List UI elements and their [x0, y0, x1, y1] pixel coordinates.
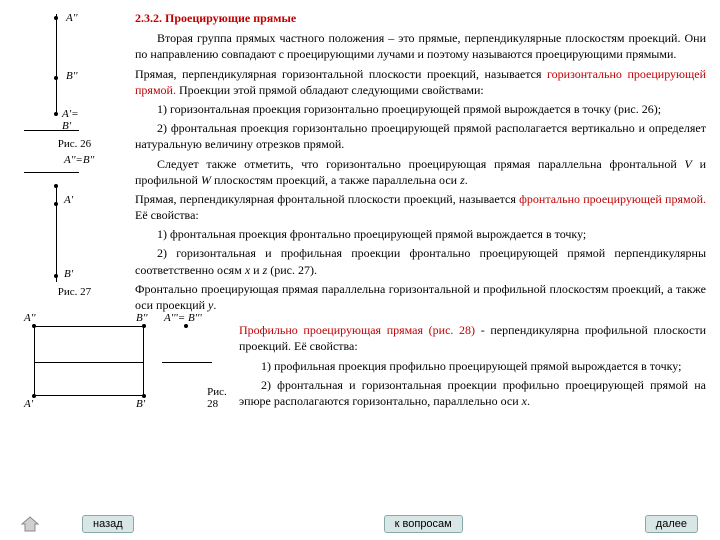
fig28-label-b2: B'' — [136, 312, 147, 324]
figure-28: A'' B'' A'''= B''' A' B' — [14, 322, 205, 400]
fig27-label-a1: A' — [64, 194, 73, 206]
fig28-label-b1: B' — [136, 398, 145, 410]
paragraph-6: Прямая, перпендикулярная фронтальной пло… — [135, 191, 706, 223]
paragraph-10: Профильно проецирующая прямая (рис. 28) … — [239, 322, 706, 354]
paragraph-9: Фронтально проецирующая прямая параллель… — [135, 281, 706, 313]
fig27-label-ab2: A''=B'' — [64, 154, 94, 166]
paragraph-12: 2) фронтальная и горизонтальная проекции… — [239, 377, 706, 409]
paragraph-11: 1) профильная проекция профильно проецир… — [239, 358, 706, 374]
paragraph-2: Прямая, перпендикулярная горизонтальной … — [135, 66, 706, 98]
paragraph-8: 2) горизонтальная и профильная проекции … — [135, 245, 706, 277]
fig26-label-a2: A'' — [66, 12, 77, 24]
paragraph-7: 1) фронтальная проекция фронтально проец… — [135, 226, 706, 242]
paragraph-1: Вторая группа прямых частного положения … — [135, 30, 706, 62]
fig26-label-ab: A'= B' — [62, 108, 84, 132]
nav-bar: назад к вопросам далее — [0, 514, 720, 534]
section-title: 2.3.2. Проецирующие прямые — [135, 10, 706, 26]
figure-27: A''=B'' A' B' — [24, 162, 84, 284]
fig26-caption: Рис. 26 — [14, 138, 135, 150]
main-text: 2.3.2. Проецирующие прямые Вторая группа… — [135, 10, 706, 316]
right-text: Профильно проецирующая прямая (рис. 28) … — [239, 322, 706, 412]
figure-column: A'' B'' A'= B' Рис. 26 A''=B'' A' B' Рис… — [14, 10, 135, 316]
fig27-label-b1: B' — [64, 268, 73, 280]
fig28-label-ab3: A'''= B''' — [164, 312, 202, 324]
back-button[interactable]: назад — [82, 515, 134, 533]
figure-28-box: A'' B'' A'''= B''' A' B' Рис. 28 — [14, 322, 239, 412]
home-icon[interactable] — [18, 514, 42, 534]
figure-26: A'' B'' A'= B' — [24, 14, 84, 136]
paragraph-3: 1) горизонтальная проекция горизонтально… — [135, 101, 706, 117]
fig26-label-b2: B'' — [66, 70, 77, 82]
paragraph-5: Следует также отметить, что горизонтальн… — [135, 156, 706, 188]
paragraph-4: 2) фронтальная проекция горизонтально пр… — [135, 120, 706, 152]
fig28-caption: Рис. 28 — [207, 386, 239, 410]
fig28-label-a2: A'' — [24, 312, 35, 324]
next-button[interactable]: далее — [645, 515, 698, 533]
fig28-label-a1: A' — [24, 398, 33, 410]
fig27-caption: Рис. 27 — [14, 286, 135, 298]
questions-button[interactable]: к вопросам — [384, 515, 463, 533]
